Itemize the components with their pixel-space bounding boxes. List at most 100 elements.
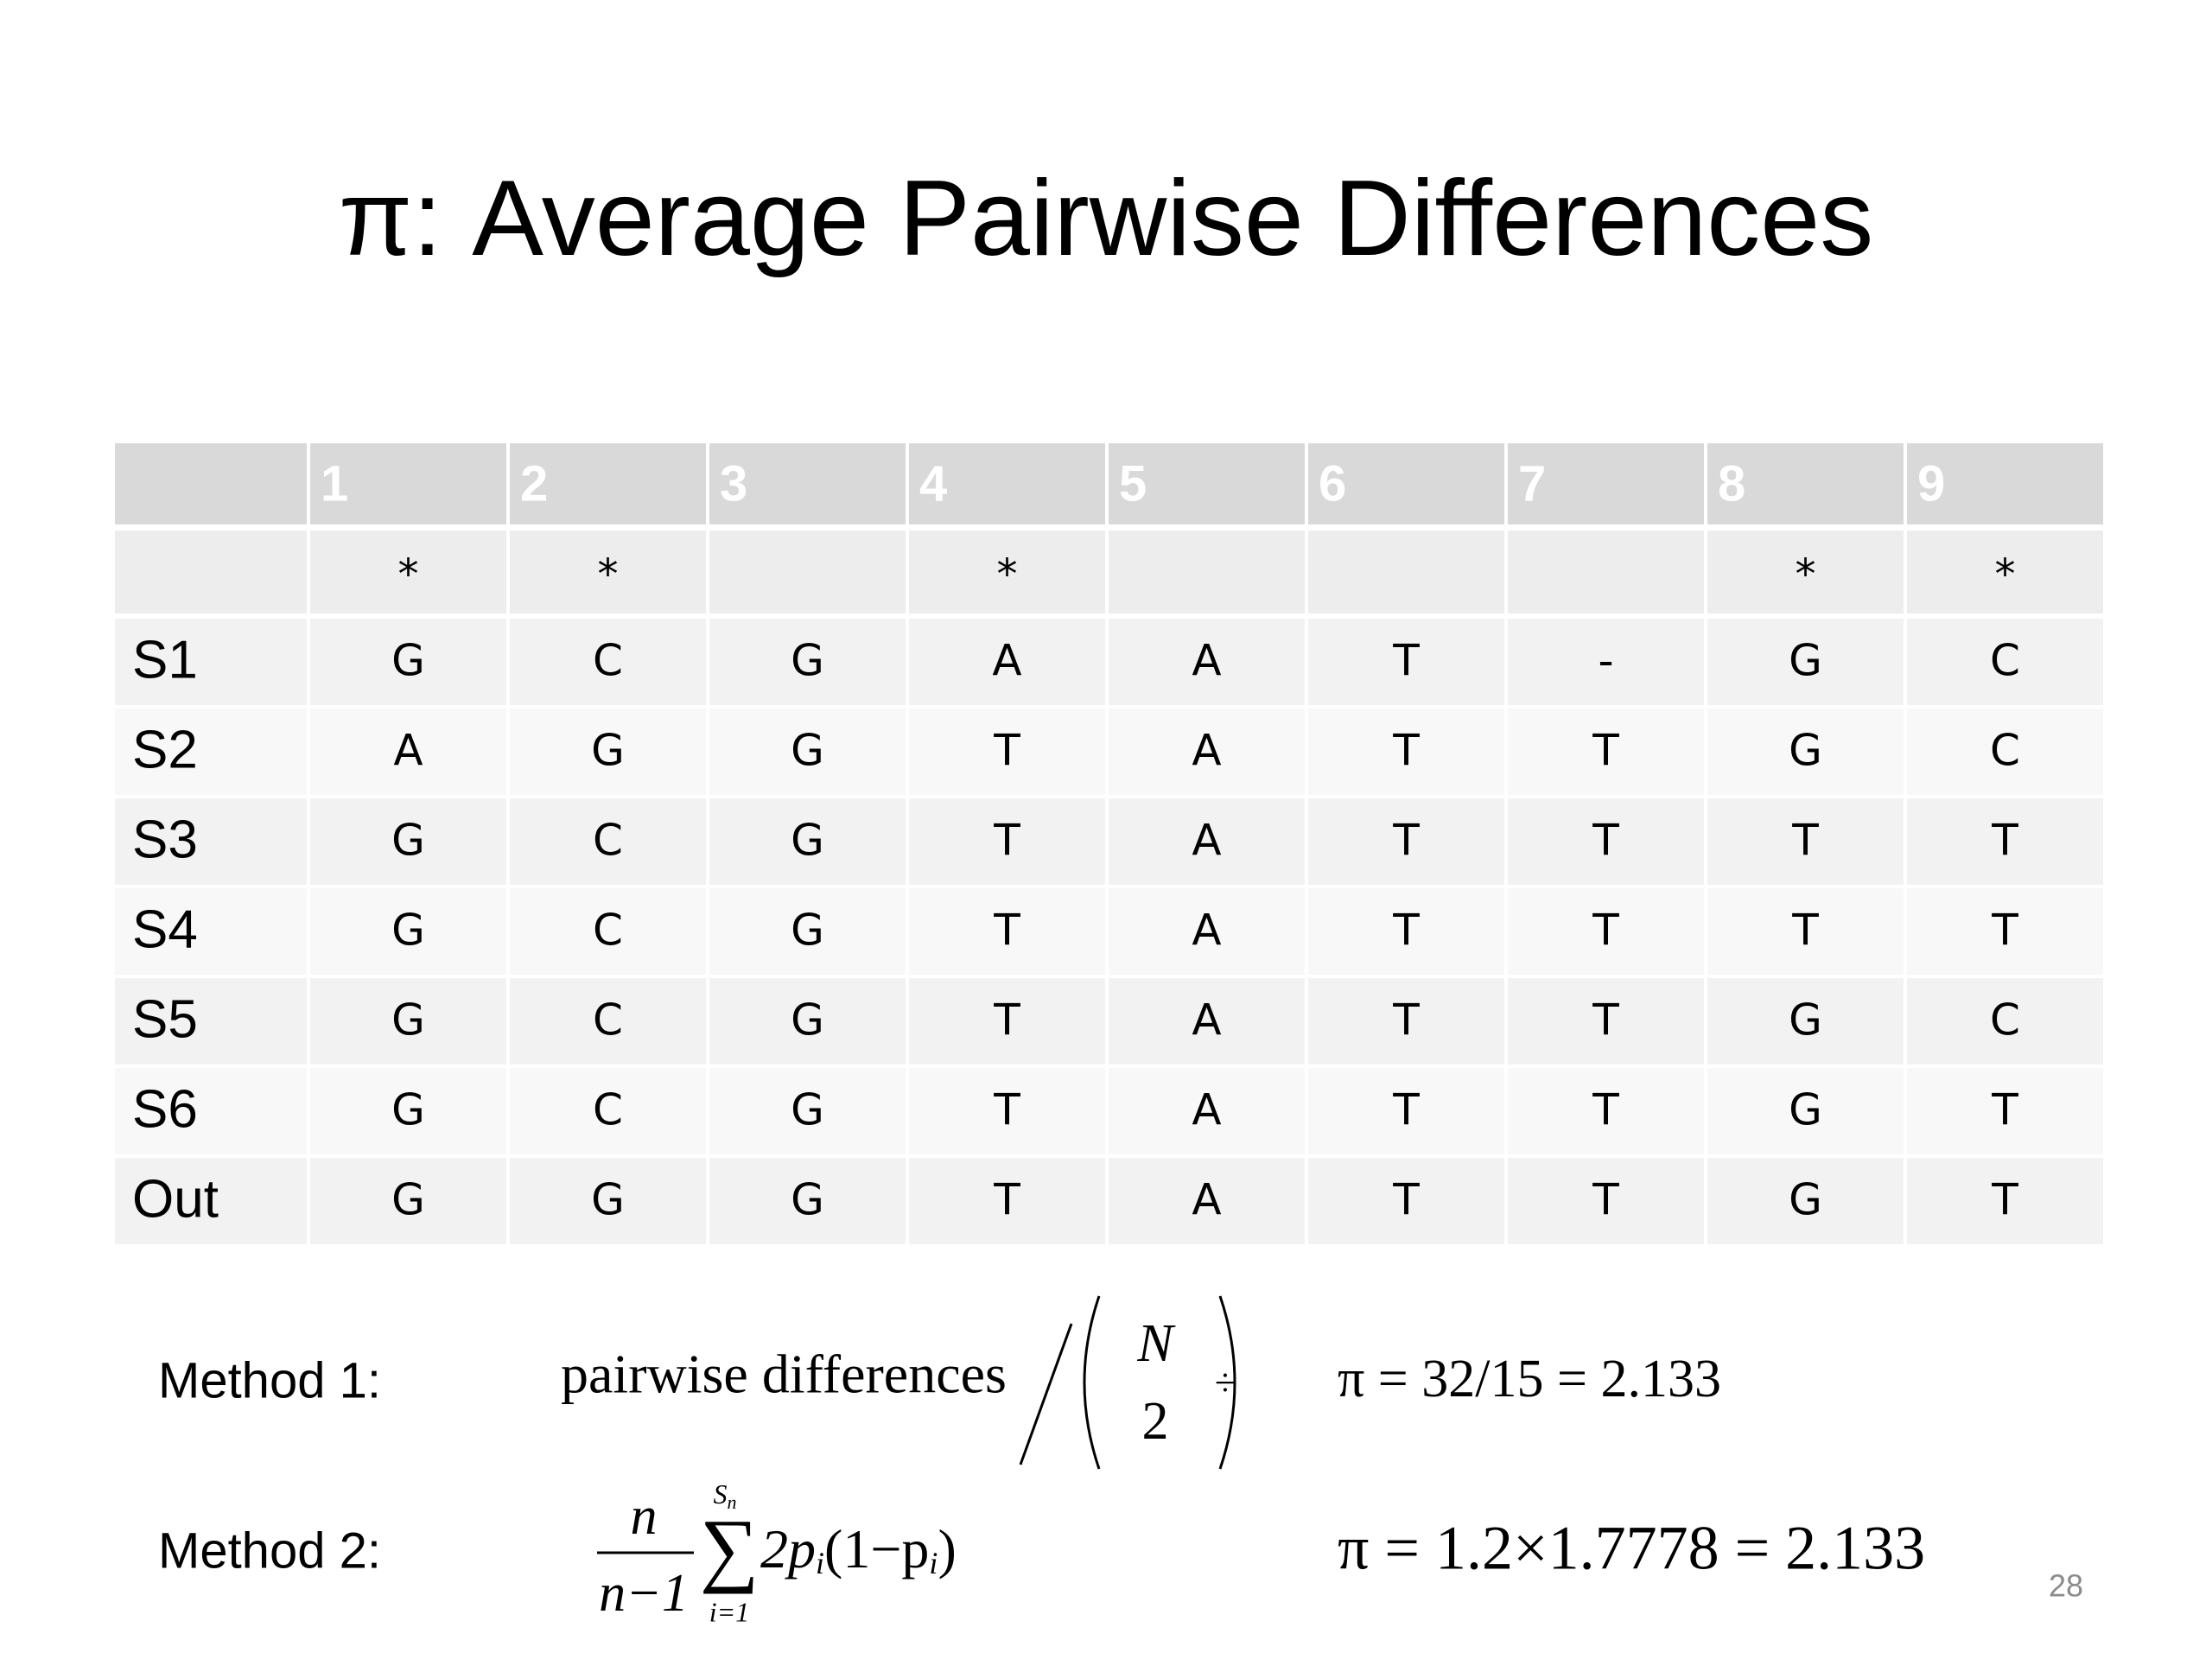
row-label: S3	[132, 810, 198, 869]
table-cell	[706, 1065, 909, 1158]
base: C	[593, 1085, 623, 1135]
table-cell	[1105, 975, 1308, 1068]
base: G	[591, 726, 625, 776]
left-paren	[1083, 1295, 1101, 1470]
formula-symbol: ÷	[1215, 1362, 1236, 1404]
table-cell	[1904, 440, 2107, 528]
base: C	[1990, 726, 2020, 776]
table-cell	[906, 885, 1109, 978]
table-cell	[1704, 795, 1907, 888]
table-cell	[1704, 527, 1907, 617]
table-cell	[1305, 440, 1508, 528]
base: A	[1192, 906, 1221, 956]
table-cell	[506, 440, 709, 528]
table-cell	[111, 705, 310, 798]
table-cell	[1305, 705, 1508, 798]
table-cell	[1105, 705, 1308, 798]
base: G	[791, 1085, 824, 1135]
slide-title: π: Average Pairwise Differences	[339, 159, 1873, 278]
table-cell	[307, 615, 510, 709]
table-cell	[906, 440, 1109, 528]
base: G	[1789, 636, 1822, 686]
base: G	[791, 1175, 824, 1225]
table-cell	[706, 795, 909, 888]
base: G	[391, 1175, 425, 1225]
table-cell	[1504, 527, 1707, 617]
column-header: 5	[1119, 455, 1147, 512]
base: A	[1192, 636, 1221, 686]
base: A	[393, 726, 423, 776]
term-b: (1−p	[824, 1518, 929, 1580]
base: T	[1592, 995, 1619, 1046]
base: C	[593, 816, 623, 866]
base: G	[391, 1085, 425, 1135]
term-a: 2p	[760, 1518, 816, 1580]
table-cell	[1105, 885, 1308, 978]
row-label: Out	[132, 1169, 219, 1229]
table-cell	[307, 885, 510, 978]
table-cell	[1305, 615, 1508, 709]
base: G	[1789, 1175, 1822, 1225]
table-cell	[111, 615, 310, 709]
method-label: Method 1:	[158, 1352, 381, 1408]
base: T	[993, 906, 1020, 956]
segregating-marker: *	[1796, 550, 1816, 599]
base: T	[1392, 995, 1420, 1046]
table-cell	[906, 527, 1109, 617]
table-cell	[111, 1065, 310, 1158]
sum-upper: Sn	[714, 1478, 737, 1513]
base: G	[391, 636, 425, 686]
table-cell	[706, 527, 909, 617]
column-header: 8	[1718, 455, 1745, 512]
base: T	[1991, 906, 2018, 956]
table-cell	[1904, 885, 2107, 978]
base: C	[593, 636, 623, 686]
right-paren	[1218, 1295, 1236, 1470]
base: G	[391, 906, 425, 956]
table-cell	[1105, 527, 1308, 617]
base: T	[1592, 906, 1619, 956]
base: G	[791, 906, 824, 956]
table-cell	[1904, 795, 2107, 888]
base: T	[1791, 816, 1819, 866]
column-header: 6	[1319, 455, 1346, 512]
table-cell	[906, 615, 1109, 709]
table-cell	[706, 975, 909, 1068]
table-cell	[1504, 1065, 1707, 1158]
base: T	[993, 726, 1020, 776]
base: T	[1592, 1175, 1619, 1225]
page-number: 28	[2049, 1568, 2083, 1604]
base: C	[593, 906, 623, 956]
column-header: 1	[321, 455, 348, 512]
table: 1 2 3 4 5 6 7 8 9* * * * *S1 G C G A A T - G CS2 A G G T A T T G CS3 G C…	[111, 440, 2107, 1248]
table-cell	[1904, 975, 2107, 1068]
table-cell	[1904, 705, 2107, 798]
table-cell	[506, 615, 709, 709]
base: T	[993, 1175, 1020, 1225]
row-label: S4	[132, 899, 198, 959]
base: G	[791, 995, 824, 1046]
table-cell	[1504, 975, 1707, 1068]
table-cell	[307, 1154, 510, 1248]
fraction-denominator: n−1	[599, 1564, 689, 1623]
method-result: π = 1.2×1.7778 = 2.133	[1338, 1514, 1925, 1583]
base: C	[1990, 636, 2020, 686]
column-header: 4	[919, 455, 947, 512]
sum-symbol: ∑	[700, 1502, 759, 1594]
base: G	[1789, 726, 1822, 776]
base: T	[993, 816, 1020, 866]
table-cell	[1704, 975, 1907, 1068]
base: G	[391, 816, 425, 866]
table-cell	[1105, 440, 1308, 528]
base: T	[1392, 1175, 1420, 1225]
base: -	[1598, 636, 1613, 686]
sum-term: 2pi(1−pi)	[760, 1518, 957, 1581]
term-c: )	[938, 1518, 956, 1580]
base: A	[992, 636, 1021, 686]
base: T	[993, 995, 1020, 1046]
base: T	[1392, 906, 1420, 956]
base: G	[391, 995, 425, 1046]
table-cell	[906, 795, 1109, 888]
base: A	[1192, 1085, 1221, 1135]
